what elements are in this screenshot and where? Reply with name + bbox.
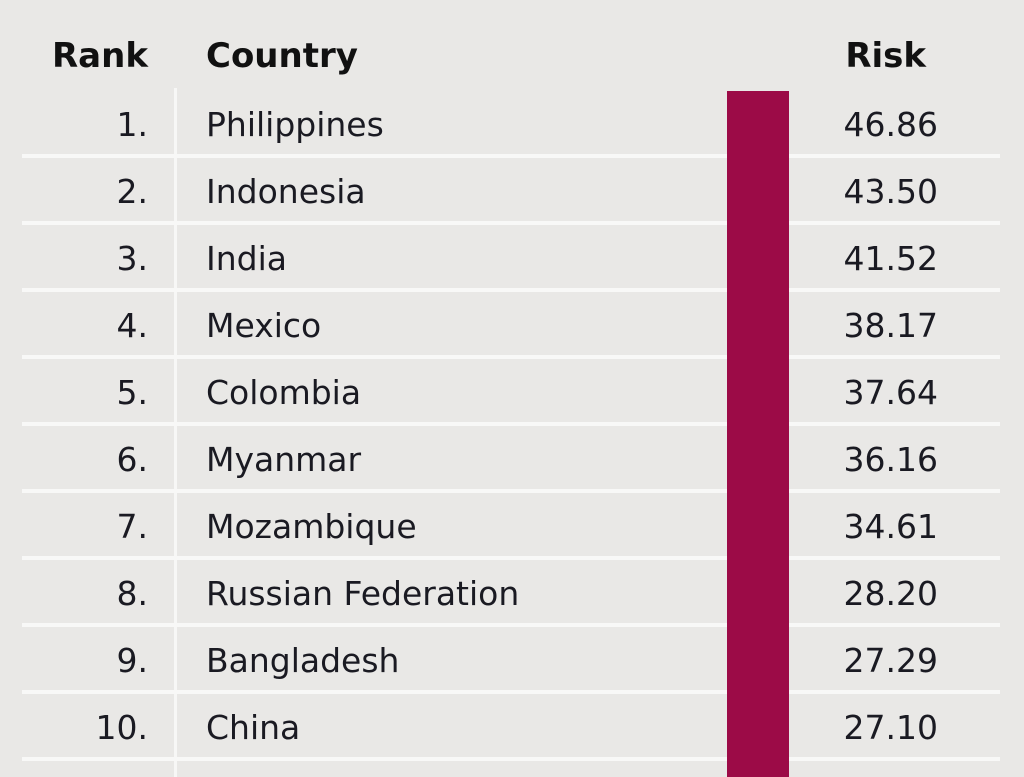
risk-value-cell: 38.17: [843, 306, 938, 345]
row-separator: [22, 154, 1000, 158]
rank-cell: 6.: [116, 440, 149, 479]
rank-cell: 5.: [116, 373, 149, 412]
table-header: Rank Country Risk: [0, 36, 1024, 88]
row-separator: [22, 757, 1000, 761]
risk-value-cell: 41.52: [843, 239, 938, 278]
row-separator: [22, 288, 1000, 292]
row-separator: [22, 221, 1000, 225]
rank-column-header: Rank: [52, 36, 148, 76]
table-row: 4. Mexico 38.17: [0, 292, 1024, 359]
country-cell: Philippines: [206, 105, 384, 144]
table-row: 1. Philippines 46.86: [0, 91, 1024, 158]
rank-cell: 7.: [116, 507, 149, 546]
table-row: 9. Bangladesh 27.29: [0, 627, 1024, 694]
country-cell: Myanmar: [206, 440, 362, 479]
table-row: 7. Mozambique 34.61: [0, 493, 1024, 560]
risk-value-cell: 36.16: [843, 440, 938, 479]
country-cell: China: [206, 708, 301, 747]
country-column-header: Country: [206, 36, 358, 76]
row-separator: [22, 355, 1000, 359]
risk-column-header: Risk: [845, 36, 926, 76]
rank-cell: 2.: [116, 172, 149, 211]
country-cell: India: [206, 239, 287, 278]
row-separator: [22, 623, 1000, 627]
risk-value-cell: 27.10: [843, 708, 938, 747]
rank-cell: 4.: [116, 306, 149, 345]
rank-cell: 8.: [116, 574, 149, 613]
row-separator: [22, 556, 1000, 560]
risk-value-cell: 43.50: [843, 172, 938, 211]
risk-value-cell: 34.61: [843, 507, 938, 546]
table-row: 5. Colombia 37.64: [0, 359, 1024, 426]
rank-cell: 3.: [116, 239, 149, 278]
rank-cell: 9.: [116, 641, 149, 680]
risk-value-cell: 27.29: [843, 641, 938, 680]
table-row: 3. India 41.52: [0, 225, 1024, 292]
risk-value-cell: 37.64: [843, 373, 938, 412]
risk-value-cell: 28.20: [843, 574, 938, 613]
country-cell: Russian Federation: [206, 574, 520, 613]
rank-cell: 10.: [95, 708, 148, 747]
risk-indicator-bar: [727, 91, 789, 777]
table-row: 10. China 27.10: [0, 694, 1024, 761]
row-separator: [22, 690, 1000, 694]
row-separator: [22, 489, 1000, 493]
country-cell: Indonesia: [206, 172, 366, 211]
table-row: 2. Indonesia 43.50: [0, 158, 1024, 225]
table-row: 6. Myanmar 36.16: [0, 426, 1024, 493]
risk-value-cell: 46.86: [843, 105, 938, 144]
row-separator: [22, 422, 1000, 426]
column-divider: [174, 88, 177, 777]
country-cell: Mozambique: [206, 507, 417, 546]
country-cell: Mexico: [206, 306, 322, 345]
table-row: 8. Russian Federation 28.20: [0, 560, 1024, 627]
rank-cell: 1.: [116, 105, 149, 144]
country-cell: Colombia: [206, 373, 362, 412]
country-cell: Bangladesh: [206, 641, 400, 680]
